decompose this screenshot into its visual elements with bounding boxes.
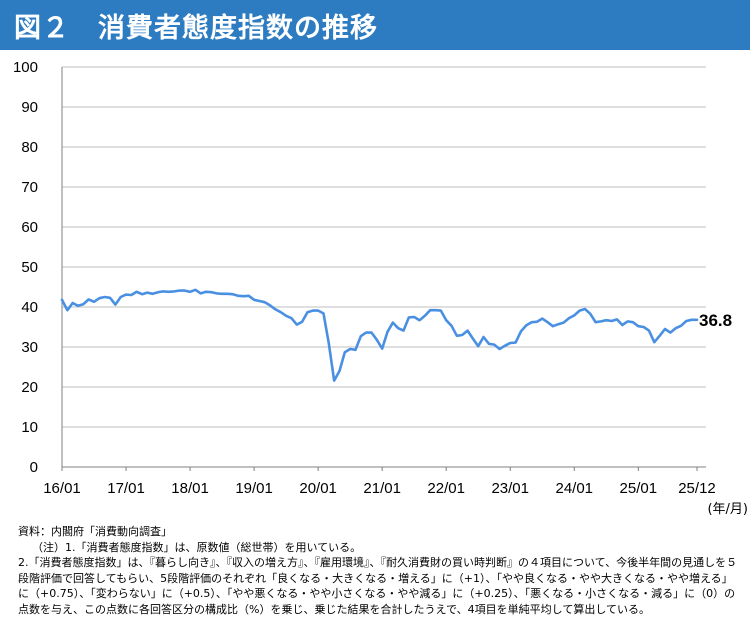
consumer-confidence-line xyxy=(60,288,699,382)
series-line xyxy=(60,288,699,382)
x-tick-label: 22/01 xyxy=(427,480,465,497)
y-tick-label: 20 xyxy=(21,379,38,396)
notes-block: 資料：内閣府「消費動向調査」 （注）1.「消費者態度指数」は、原数値（総世帯）を… xyxy=(18,524,742,617)
gridlines xyxy=(62,66,706,428)
x-tick-label: 25/12 xyxy=(678,480,716,497)
y-tick-label: 70 xyxy=(21,179,38,196)
title-bar: 図２ 消費者態度指数の推移 xyxy=(0,0,750,50)
y-tick-label: 40 xyxy=(21,299,38,316)
note-2: 2.「消費者態度指数」は、『暮らし向き』、『収入の増え方』、『雇用環境』、『耐久… xyxy=(18,556,738,616)
x-tick-label: 16/01 xyxy=(43,480,81,497)
y-tick-label: 80 xyxy=(21,139,38,156)
x-axis: 16/01 17/01 18/01 19/01 20/01 21/01 22/01 23/01… xyxy=(43,466,716,497)
y-tick-label: 60 xyxy=(21,219,38,236)
x-tick-label: 19/01 xyxy=(235,480,273,497)
x-tick-label: 24/01 xyxy=(555,480,593,497)
y-tick-label: 0 xyxy=(30,459,38,476)
y-tick-label: 90 xyxy=(21,99,38,116)
source-note: 資料：内閣府「消費動向調査」 xyxy=(18,525,172,538)
y-tick-label: 100 xyxy=(13,59,38,76)
note-1: （注）1.「消費者態度指数」は、原数値（総世帯）を用いている。 xyxy=(32,540,362,554)
x-tick-label: 17/01 xyxy=(107,480,145,497)
x-tick-label: 21/01 xyxy=(363,480,401,497)
y-tick-label: 50 xyxy=(21,259,38,276)
chart-title: 図２ 消費者態度指数の推移 xyxy=(14,13,378,44)
y-axis: 0 10 20 30 40 50 60 70 80 90 100 xyxy=(13,59,63,476)
line-chart: 0 10 20 30 40 50 60 70 80 90 100 16/01 17/01 18/01 19… xyxy=(13,59,748,517)
y-tick-label: 10 xyxy=(21,419,38,436)
y-tick-label: 30 xyxy=(21,339,38,356)
x-tick-label: 25/01 xyxy=(620,480,658,497)
x-tick-label: 23/01 xyxy=(491,480,529,497)
x-tick-label: 20/01 xyxy=(299,480,337,497)
end-value-label: 36.8 xyxy=(699,311,732,330)
x-tick-label: 18/01 xyxy=(171,480,209,497)
x-unit-label: (年/月) xyxy=(707,502,748,517)
